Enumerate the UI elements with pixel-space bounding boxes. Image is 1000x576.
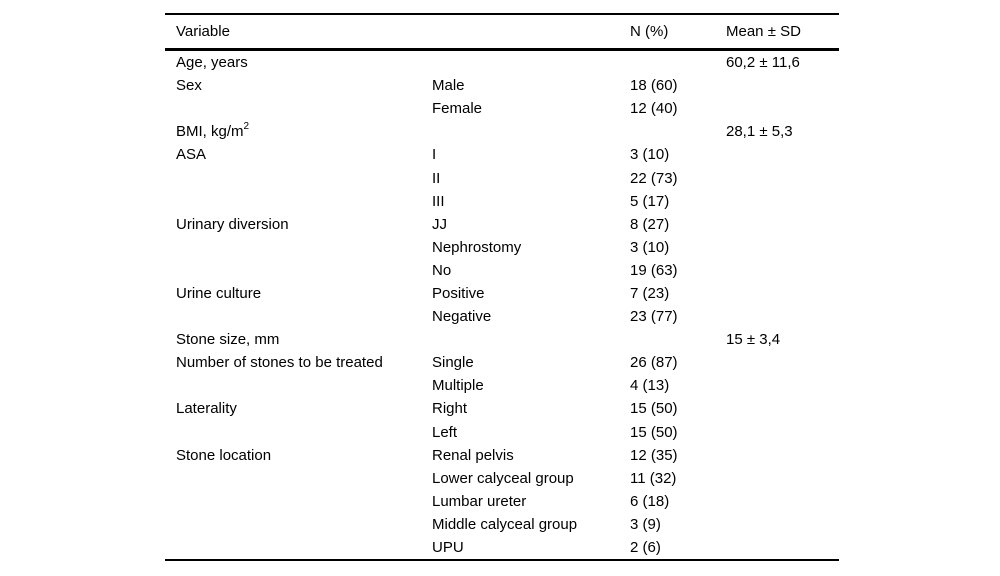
subcategory-cell: Lower calyceal group (432, 469, 574, 487)
variable-label: Stone location (176, 446, 272, 464)
n-percent-cell: 18 (60) (630, 77, 678, 95)
table-row: UPU 2 (6) (165, 536, 839, 559)
header-n-percent: N (%) (630, 23, 669, 40)
table-row: Number of stones to be treated Single 26… (165, 351, 839, 374)
variable-cell: Sex (176, 78, 432, 93)
n-percent-cell: 4 (13) (630, 377, 670, 395)
variable-cell: ASA (176, 147, 432, 162)
subcategory-cell: Male (432, 77, 465, 95)
subcategory-cell: I (432, 146, 437, 164)
subcategory-cell: Left (432, 423, 458, 441)
subcategory-cell: Female (432, 100, 483, 118)
n-percent-cell: 19 (63) (630, 261, 678, 279)
subcategory-cell: Renal pelvis (432, 446, 514, 464)
variable-label: Stone size, mm (176, 331, 280, 349)
table-row: Negative 23 (77) (165, 305, 839, 328)
table-row: Stone location Renal pelvis 12 (35) (165, 444, 839, 467)
header-mean-sd: Mean ± SD (726, 23, 801, 40)
patient-characteristics-table: Variable N (%) Mean ± SD Age, years 60,2… (165, 13, 839, 562)
n-percent-cell: 5 (17) (630, 192, 670, 210)
table-row: Age, years 60,2 ± 11,6 (165, 51, 839, 74)
subcategory-cell: JJ (432, 215, 447, 233)
n-percent-cell: 22 (73) (630, 169, 678, 187)
variable-label: Number of stones to be treated (176, 354, 383, 372)
table-row: III 5 (17) (165, 190, 839, 213)
subcategory-cell: Right (432, 400, 468, 418)
table-row: Nephrostomy 3 (10) (165, 236, 839, 259)
table-row: Lumbar ureter 6 (18) (165, 490, 839, 513)
n-percent-cell: 7 (23) (630, 284, 670, 302)
table-row: No 19 (63) (165, 259, 839, 282)
table-row: Female 12 (40) (165, 97, 839, 120)
table-row: Sex Male 18 (60) (165, 74, 839, 97)
table-row: BMI, kg/m2 28,1 ± 5,3 (165, 120, 839, 143)
variable-label: BMI, kg/m (176, 123, 244, 141)
table-row: Urine culture Positive 7 (23) (165, 282, 839, 305)
table-row: Multiple 4 (13) (165, 374, 839, 397)
table-row: Urinary diversion JJ 8 (27) (165, 213, 839, 236)
n-percent-cell: 15 (50) (630, 423, 678, 441)
table-row: Middle calyceal group 3 (9) (165, 513, 839, 536)
n-percent-cell: 2 (6) (630, 539, 661, 557)
variable-cell: Laterality (176, 401, 432, 416)
table-row: Left 15 (50) (165, 421, 839, 444)
variable-cell: Number of stones to be treated (176, 355, 432, 370)
table-top-rule (165, 13, 839, 15)
variable-label: Age, years (176, 54, 248, 72)
subcategory-cell: Multiple (432, 377, 484, 395)
variable-superscript: 2 (243, 121, 250, 133)
n-percent-cell: 23 (77) (630, 308, 678, 326)
variable-label: Laterality (176, 400, 237, 418)
variable-cell: BMI, kg/m2 (176, 121, 432, 141)
variable-cell: Urinary diversion (176, 217, 432, 232)
n-percent-cell: 6 (18) (630, 492, 670, 510)
subcategory-cell: Single (432, 354, 474, 372)
n-percent-cell: 11 (32) (630, 469, 677, 487)
variable-cell: Age, years (176, 55, 432, 70)
n-percent-cell: 12 (40) (630, 100, 678, 118)
mean-sd-cell: 28,1 ± 5,3 (726, 123, 793, 141)
n-percent-cell: 26 (87) (630, 354, 678, 372)
variable-label: Sex (176, 77, 202, 95)
n-percent-cell: 8 (27) (630, 215, 670, 233)
subcategory-cell: II (432, 169, 441, 187)
n-percent-cell: 3 (9) (630, 515, 661, 533)
n-percent-cell: 12 (35) (630, 446, 678, 464)
table-bottom-rule (165, 559, 839, 562)
table-row: Lower calyceal group 11 (32) (165, 467, 839, 490)
subcategory-cell: No (432, 261, 452, 279)
table-row: ASA I 3 (10) (165, 143, 839, 166)
n-percent-cell: 3 (10) (630, 238, 670, 256)
header-variable: Variable (176, 23, 230, 40)
table-row: II 22 (73) (165, 166, 839, 189)
variable-label: ASA (176, 146, 207, 164)
subcategory-cell: III (432, 192, 445, 210)
variable-cell: Stone size, mm (176, 332, 432, 347)
mean-sd-cell: 15 ± 3,4 (726, 331, 781, 349)
variable-label: Urine culture (176, 284, 262, 302)
subcategory-cell: Nephrostomy (432, 238, 522, 256)
table-header-rule (165, 48, 839, 51)
variable-label: Urinary diversion (176, 215, 289, 233)
mean-sd-cell: 60,2 ± 11,6 (726, 54, 800, 72)
subcategory-cell: Middle calyceal group (432, 515, 578, 533)
subcategory-cell: Lumbar ureter (432, 492, 527, 510)
variable-cell: Stone location (176, 448, 432, 463)
table-row: Stone size, mm 15 ± 3,4 (165, 328, 839, 351)
table-body: Age, years 60,2 ± 11,6 Sex Male 18 (60) … (165, 51, 839, 559)
table-row: Laterality Right 15 (50) (165, 397, 839, 420)
subcategory-cell: UPU (432, 539, 464, 557)
subcategory-cell: Negative (432, 308, 492, 326)
subcategory-cell: Positive (432, 284, 485, 302)
n-percent-cell: 15 (50) (630, 400, 678, 418)
table-header-row: Variable N (%) Mean ± SD (165, 15, 839, 48)
variable-cell: Urine culture (176, 286, 432, 301)
n-percent-cell: 3 (10) (630, 146, 670, 164)
